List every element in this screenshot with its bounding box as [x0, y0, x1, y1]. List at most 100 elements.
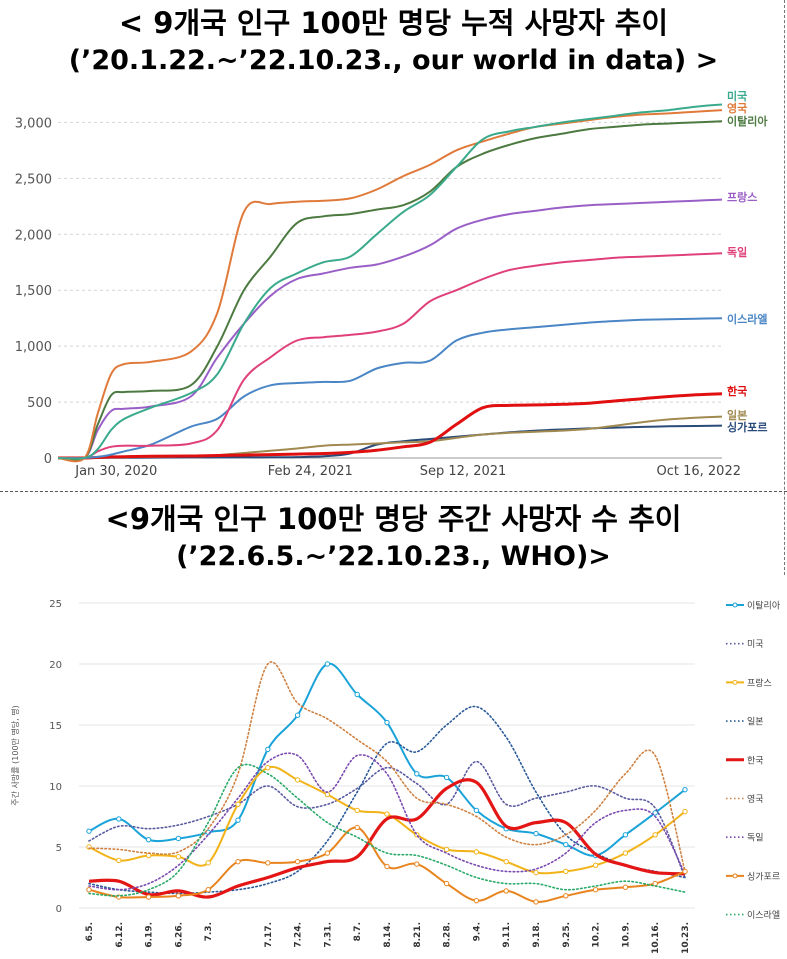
c2-data-point — [652, 810, 658, 816]
c1-y-tick-label: 1,000 — [15, 340, 52, 355]
c2-data-point — [503, 888, 509, 894]
c2-data-point — [414, 861, 420, 867]
c2-data-point — [235, 801, 241, 807]
c2-data-point — [533, 899, 539, 905]
c2-y-tick-label: 20 — [49, 660, 62, 671]
c2-y-tick-label: 10 — [49, 782, 62, 793]
c2-legend-label: 싱가포르 — [747, 871, 780, 882]
c2-x-tick-label: 6.12. — [115, 922, 125, 948]
c2-series-line — [88, 763, 686, 897]
c2-data-point — [324, 850, 331, 856]
c2-data-point — [682, 786, 688, 793]
c2-legend-marker — [732, 602, 738, 608]
c2-x-tick-label: 6.19. — [145, 922, 155, 948]
section-divider — [0, 491, 787, 492]
c2-legend-marker — [732, 873, 738, 879]
c1-series-line — [57, 103, 723, 460]
c2-x-tick-label: 9.4. — [472, 922, 482, 941]
c2-data-point — [622, 850, 629, 856]
c2-data-point — [235, 858, 241, 865]
c2-x-tick-label: 10.16. — [651, 922, 661, 954]
c2-data-point — [503, 858, 509, 865]
c1-y-tick-label: 1,500 — [15, 284, 52, 299]
c2-data-point — [473, 807, 480, 814]
c2-x-tick-label: 9.18. — [532, 922, 542, 948]
c1-y-tick-label: 0 — [44, 452, 52, 467]
c2-data-point — [265, 765, 271, 771]
c2-x-tick-label: 10.2. — [592, 922, 602, 948]
c1-series-line — [57, 317, 723, 460]
c2-x-tick-label: 7.24. — [294, 922, 304, 948]
c2-legend-marker — [732, 679, 738, 685]
c2-legend-label: 프랑스 — [747, 677, 772, 689]
c2-x-tick-label: 7.31. — [323, 922, 333, 948]
c2-data-point — [235, 817, 241, 823]
c2-data-point — [145, 852, 152, 859]
c2-data-point — [443, 774, 450, 781]
c1-series-end-label: 일본 — [727, 408, 747, 422]
c1-series-end-label: 싱가포르 — [727, 420, 767, 434]
c2-data-point — [473, 849, 480, 855]
c2-data-point — [414, 771, 420, 777]
c2-series-line — [88, 662, 686, 857]
c2-x-tick-label: 9.11. — [502, 922, 512, 948]
c2-legend-label: 이스라엘 — [747, 910, 780, 921]
c2-legend-label: 영국 — [747, 794, 764, 805]
c2-data-point — [682, 868, 688, 875]
c2-y-tick-label: 0 — [56, 904, 62, 915]
c2-x-tick-label: 8.14. — [383, 922, 393, 948]
c2-data-point — [116, 816, 122, 822]
chart1-title-line1: < 9개국 인구 100만 명당 누적 사망자 추이 — [118, 6, 669, 40]
c2-data-point — [294, 777, 301, 783]
c2-legend-label: 이탈리아 — [747, 601, 781, 612]
c2-data-point — [116, 857, 122, 864]
c2-data-point — [86, 887, 92, 893]
c2-data-point — [205, 860, 211, 866]
c2-data-point — [354, 691, 360, 698]
c1-series-end-label: 미국 — [727, 89, 747, 103]
c2-x-tick-label: 8.7. — [353, 922, 363, 941]
c2-x-tick-label: 7.3. — [204, 922, 214, 941]
c2-x-tick-label: 9.25. — [562, 922, 572, 948]
c2-x-tick-label: 8.28. — [443, 922, 453, 948]
c2-x-tick-label: 6.5. — [85, 922, 95, 941]
c2-y-tick-label: 25 — [49, 599, 62, 610]
c2-data-point — [533, 830, 539, 837]
c1-series-line — [57, 198, 723, 462]
c2-x-tick-label: 8.21. — [413, 922, 423, 948]
c2-data-point — [265, 746, 271, 753]
c1-series-line — [57, 392, 723, 460]
c2-data-point — [563, 893, 569, 899]
c2-data-point — [443, 846, 450, 853]
c1-series-end-label: 한국 — [727, 384, 747, 398]
c2-data-point — [622, 832, 629, 838]
right-dashed-border — [784, 0, 785, 575]
c2-data-point — [175, 893, 182, 899]
c2-data-point — [324, 661, 331, 667]
c2-data-point — [384, 811, 390, 817]
chart2-title-line2: (’22.6.5.~’22.10.23., WHO)> — [176, 541, 611, 572]
c2-legend-label: 독일 — [747, 833, 764, 844]
c2-data-point — [294, 858, 301, 865]
c2-data-point — [175, 854, 182, 860]
c1-series-line — [57, 252, 723, 460]
c2-data-point — [265, 860, 271, 866]
c2-data-point — [622, 884, 629, 890]
c2-data-point — [563, 841, 569, 848]
c2-x-tick-label: 10.23. — [681, 922, 691, 954]
c1-series-end-label: 영국 — [727, 102, 747, 115]
c2-data-point — [652, 832, 658, 838]
c2-data-point — [443, 880, 450, 887]
c2-data-point — [473, 897, 480, 904]
c1-y-tick-label: 3,000 — [15, 116, 52, 131]
c1-x-tick-label: Feb 24, 2021 — [268, 464, 353, 479]
c1-y-tick-label: 500 — [27, 396, 52, 411]
c2-data-point — [324, 791, 331, 798]
c2-data-point — [175, 835, 182, 842]
c2-legend-label: 일본 — [747, 717, 764, 728]
c2-data-point — [294, 712, 301, 718]
c1-series-line — [57, 120, 723, 462]
c2-x-tick-label: 6.26. — [174, 922, 184, 948]
c2-series-line — [88, 752, 686, 891]
